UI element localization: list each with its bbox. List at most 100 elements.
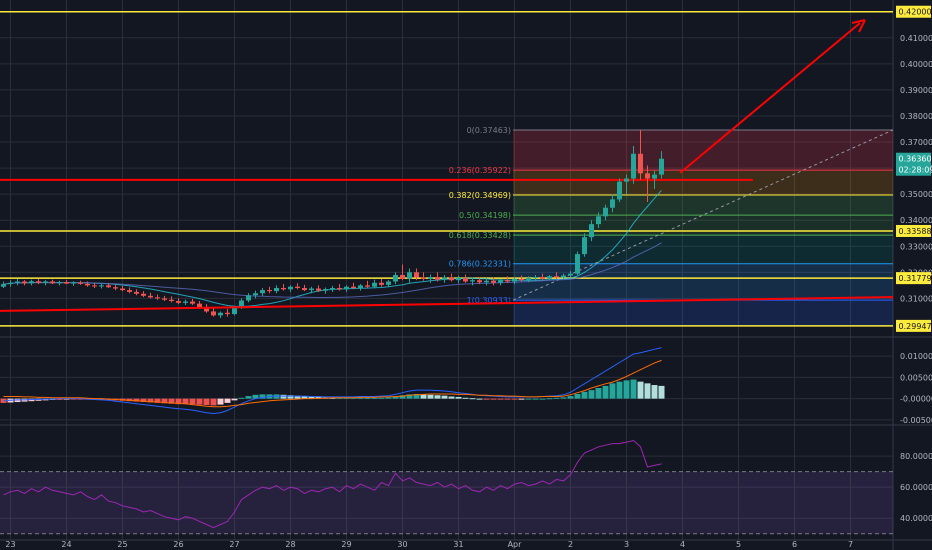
macd-histogram-bar (399, 395, 406, 399)
red-arrowhead (851, 19, 866, 33)
price-axis[interactable]: 0.410000.400000.390000.380000.370000.360… (896, 5, 932, 524)
fib-level-label: 0.382(0.34969) (449, 191, 511, 200)
candle-body (316, 288, 321, 291)
macd-histogram-bar (525, 398, 532, 400)
macd-histogram-bar (413, 393, 420, 399)
macd-histogram-bar (301, 396, 308, 399)
level-price-tag (896, 224, 931, 237)
candle-body (113, 287, 118, 289)
level-price-label: 0.29947 (899, 322, 932, 331)
macd-histogram-bar (567, 396, 574, 399)
time-tick-label: 28 (285, 540, 295, 549)
candle-body (645, 173, 650, 179)
macd-histogram-bar (546, 398, 553, 400)
fibonacci-retracement[interactable]: 0(0.37463) 0.236(0.35922) 0.382(0.34969) 0.… (449, 126, 894, 326)
macd-histogram-bar (490, 398, 497, 400)
horizontal-levels[interactable] (0, 10, 893, 327)
macd-histogram-bar (364, 397, 371, 399)
macd-histogram-bar (609, 383, 616, 399)
fib-zone (513, 194, 893, 216)
candle-body (274, 288, 279, 292)
candle-body (302, 288, 307, 291)
candle-body (120, 288, 125, 291)
red-trend-line[interactable] (0, 296, 894, 312)
candle-body (57, 282, 62, 284)
candle-body (456, 278, 461, 281)
macd-histogram-bar (357, 397, 364, 399)
time-tick-label: 24 (61, 540, 71, 549)
candle-body (470, 280, 475, 282)
macd-histogram-bar (539, 398, 546, 400)
candle-body (540, 277, 545, 279)
fib-level-label: 1(0.30933) (467, 296, 511, 305)
price-tick-label: 0.39000 (900, 86, 932, 95)
candle-body (71, 282, 76, 284)
price-tick-label: 0.34000 (900, 216, 932, 225)
time-axis[interactable]: 23 24 25 26 27 28 29 30 31 Apr 2 3 4 5 6 7 (5, 540, 853, 549)
time-tick-label: 31 (453, 540, 463, 549)
candle-body (288, 286, 293, 290)
candle-body (435, 277, 440, 280)
candle-body (365, 285, 370, 287)
candle-body (281, 288, 286, 290)
candle-body (85, 283, 90, 286)
candle-body (43, 281, 48, 283)
candle-body (393, 274, 398, 282)
macd-histogram-bar (196, 398, 203, 405)
macd-histogram-bar (637, 381, 644, 399)
time-tick-label: 6 (792, 540, 797, 549)
candle-body (260, 290, 265, 294)
candle-body (379, 282, 384, 285)
macd-histogram-bar (434, 395, 441, 399)
macd-histogram-bar (161, 398, 168, 404)
fib-zone (513, 263, 893, 301)
macd-histogram-bar (378, 397, 385, 399)
candle-body (652, 174, 657, 179)
candle-body (400, 274, 405, 279)
time-tick-label: 30 (397, 540, 407, 549)
macd-pane (0, 347, 665, 415)
level-price-label: 0.31779 (899, 274, 932, 283)
macd-histogram-bar (588, 390, 595, 399)
candle-body (351, 286, 356, 289)
rsi-band (0, 471, 893, 534)
drawings[interactable] (0, 19, 894, 312)
macd-histogram-bar (371, 397, 378, 399)
price-tick-label: 0.41000 (900, 34, 932, 43)
candle-body (372, 282, 377, 287)
level-price-label: 0.42000 (899, 8, 932, 17)
macd-histogram-bar (476, 398, 483, 400)
candle-body (1, 284, 6, 287)
fib-zone (513, 170, 893, 195)
level-price-tag (896, 272, 931, 285)
candle-body (617, 181, 622, 200)
candle-body (659, 158, 664, 175)
fib-level-label: 0.5(0.34198) (459, 211, 511, 220)
rsi-line (3, 439, 662, 529)
time-tick-label: 27 (229, 540, 239, 549)
macd-histogram-bar (651, 385, 658, 399)
price-tick-label: 0.31000 (900, 294, 932, 303)
candle-body (246, 295, 251, 301)
macd-histogram-bar (224, 398, 231, 403)
candle-body (554, 276, 559, 278)
candle-body (50, 281, 55, 284)
candle-body (484, 280, 489, 283)
rsi-tick-label: 60.0000 (900, 483, 932, 492)
candle-body (519, 278, 524, 281)
candle-body (295, 286, 300, 289)
candle-body (344, 286, 349, 290)
candle-body (596, 216, 601, 225)
macd-tick-label: 0.00500 (900, 373, 932, 382)
candle-body (8, 282, 13, 285)
candle-body (547, 276, 552, 279)
candle-body (141, 293, 146, 296)
macd-tick-label: -0.00500 (900, 416, 932, 425)
candle-body (386, 281, 391, 285)
red-arrow-line[interactable] (679, 22, 861, 174)
candle-body (442, 277, 447, 280)
candle-body (253, 293, 258, 296)
macd-tick-label: 0.01000 (900, 352, 932, 361)
macd-histogram-bar (245, 396, 252, 399)
